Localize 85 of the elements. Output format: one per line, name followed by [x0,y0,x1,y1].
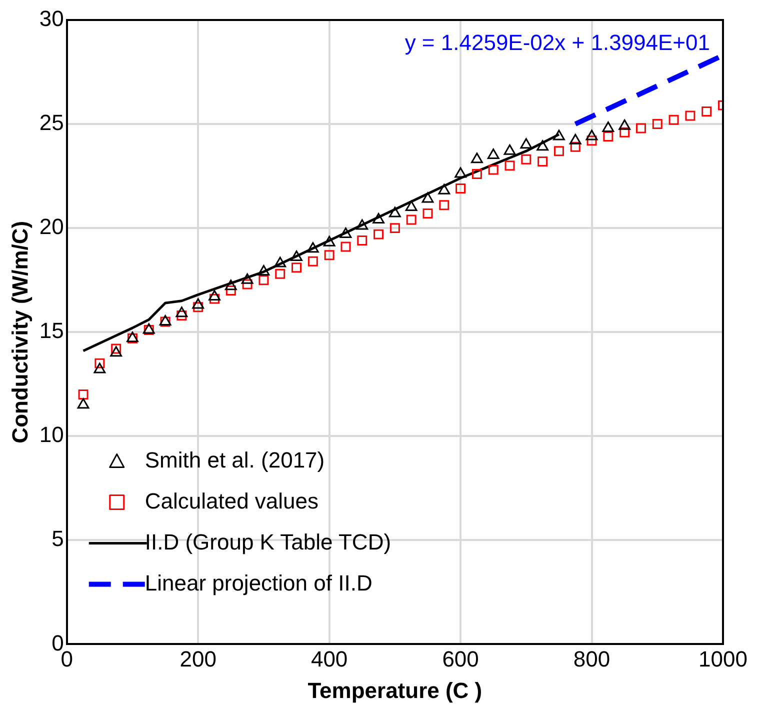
point [603,132,614,142]
point [618,119,631,130]
point [94,358,105,368]
point [290,250,302,261]
point [553,130,565,140]
point [488,164,498,175]
point [77,398,90,409]
point [602,121,614,132]
point [521,154,532,164]
point [224,280,237,290]
y-tick-label: 10 [39,422,64,448]
point [210,294,220,304]
point [323,236,336,246]
y-tick-label: 5 [52,526,64,552]
point [208,290,220,300]
point [554,146,564,156]
point [226,285,236,296]
point [176,306,188,318]
y-tick-label: 15 [39,318,64,344]
point [422,208,433,218]
point [570,142,580,152]
point [652,119,662,130]
annotation: y = 1.4259E-02x + 1.3994E+01 [404,30,710,56]
point [292,262,302,273]
point [586,136,597,146]
point [620,127,630,138]
point [439,200,450,210]
y-tick-label: 20 [39,214,64,240]
point [472,168,482,179]
point [438,184,450,194]
point [258,265,270,276]
point [405,200,418,212]
point [406,214,416,225]
point [586,130,598,140]
legend-label: Linear projection of II.D [144,570,372,596]
point [702,106,712,117]
point [536,140,549,151]
point [372,212,384,224]
point [110,346,122,357]
x-axis-title: Temperature (C ) [308,678,482,703]
x-tick-label: 400 [310,646,348,672]
point [192,298,204,309]
y-axis-title: Conductivity (W/m/C) [7,220,32,444]
x-tick-label: 200 [180,646,216,672]
point [308,256,318,266]
point [454,167,466,178]
point [111,344,122,354]
point [94,362,106,374]
point [258,275,269,286]
point [374,229,384,240]
y-tick-label: 30 [39,6,64,32]
legend-label: Calculated values [144,488,319,514]
x-tick-label: 600 [442,646,479,672]
point [274,256,286,268]
point [422,192,434,203]
point [78,390,88,400]
legend-label: II.D (Group K Table TCD) [144,529,392,554]
point [504,160,515,171]
point [340,242,351,252]
point [356,219,368,230]
point [340,228,352,238]
point [306,242,319,253]
point [176,310,187,320]
point [456,184,466,194]
point [569,134,582,144]
point [242,279,252,290]
point [520,138,532,149]
point [636,123,646,134]
y-tick-label: 25 [39,110,64,136]
x-tick-label: 1000 [698,646,748,672]
point [388,206,401,218]
point [193,302,204,312]
point [504,144,516,155]
point [471,152,483,164]
point [357,236,368,246]
point [487,148,500,159]
point [324,250,334,260]
x-tick-label: 800 [573,646,610,672]
point [538,156,548,166]
point [241,273,254,284]
point [390,223,400,234]
point [685,110,696,121]
point [275,268,286,279]
point [668,114,679,125]
legend-label: Smith et al. (2017) [144,447,325,472]
